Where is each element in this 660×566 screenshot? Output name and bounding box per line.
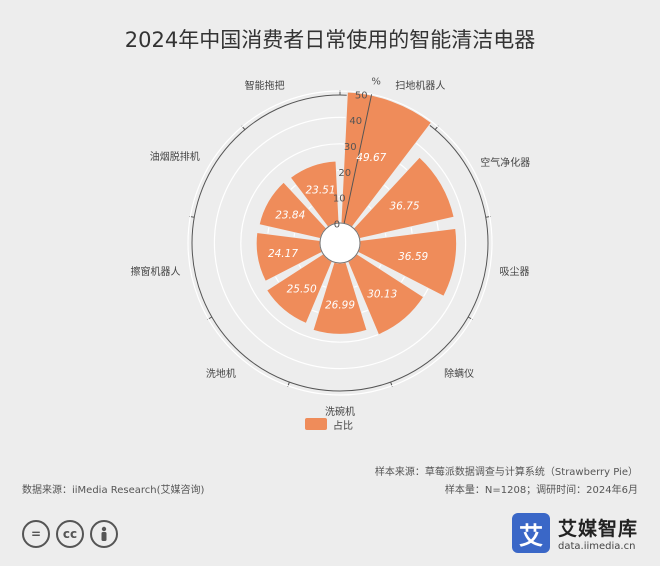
radial-tick-label: 20: [338, 168, 351, 179]
value-label: 36.75: [389, 201, 419, 213]
category-label: 除螨仪: [444, 367, 474, 380]
value-label: 49.67: [356, 152, 386, 164]
sample-size-note: 样本量：N=1208；调研时间：2024年6月: [444, 485, 638, 496]
center-hole: [319, 222, 361, 264]
sample-source-note: 样本来源：草莓派数据调查与计算系统（Strawberry Pie）: [374, 467, 638, 478]
value-label: 25.50: [287, 284, 317, 296]
category-label: 扫地机器人: [395, 79, 445, 92]
brand-name: 艾媒智库: [558, 518, 639, 540]
category-label: 智能拖把: [245, 79, 285, 92]
radial-unit-label: %: [371, 77, 381, 88]
radial-tick-label: 50: [355, 90, 368, 101]
chart-title: 2024年中国消费者日常使用的智能清洁电器: [124, 28, 536, 52]
category-label: 空气净化器: [480, 156, 530, 169]
value-label: 36.59: [398, 251, 428, 263]
legend-swatch: [305, 418, 327, 430]
value-label: 24.17: [268, 248, 298, 260]
radial-tick-label: 40: [349, 116, 362, 127]
radial-tick-label: 30: [344, 142, 357, 153]
value-label: 23.51: [305, 184, 335, 196]
legend[interactable]: 占比: [305, 417, 353, 432]
radial-axis: [343, 94, 373, 224]
value-label: 26.99: [325, 300, 355, 312]
category-label: 吸尘器: [500, 266, 530, 278]
person-icon: [90, 520, 118, 548]
brand-logo: 艾 艾媒智库 data.iimedia.cn: [512, 513, 638, 553]
radial-tick-label: 10: [333, 194, 346, 205]
data-source-note: 数据来源：iiMedia Research(艾媒咨询): [22, 485, 205, 496]
license-badges: = cc: [22, 520, 118, 548]
category-label: 擦窗机器人: [130, 265, 180, 278]
radial-tick-label: 0: [334, 219, 340, 230]
equal-icon: =: [22, 520, 50, 548]
category-label: 洗碗机: [325, 405, 355, 418]
value-label: 30.13: [367, 288, 397, 300]
legend-label: 占比: [333, 420, 353, 432]
grid-ring: [187, 90, 493, 396]
brand-mark: 艾: [512, 513, 550, 553]
value-label: 23.84: [275, 209, 305, 221]
cc-icon: cc: [56, 520, 84, 548]
grid-ring: [213, 116, 467, 370]
category-label: 洗地机: [206, 367, 236, 380]
brand-url: data.iimedia.cn: [558, 541, 636, 552]
category-label: 油烟脱排机: [150, 150, 200, 163]
